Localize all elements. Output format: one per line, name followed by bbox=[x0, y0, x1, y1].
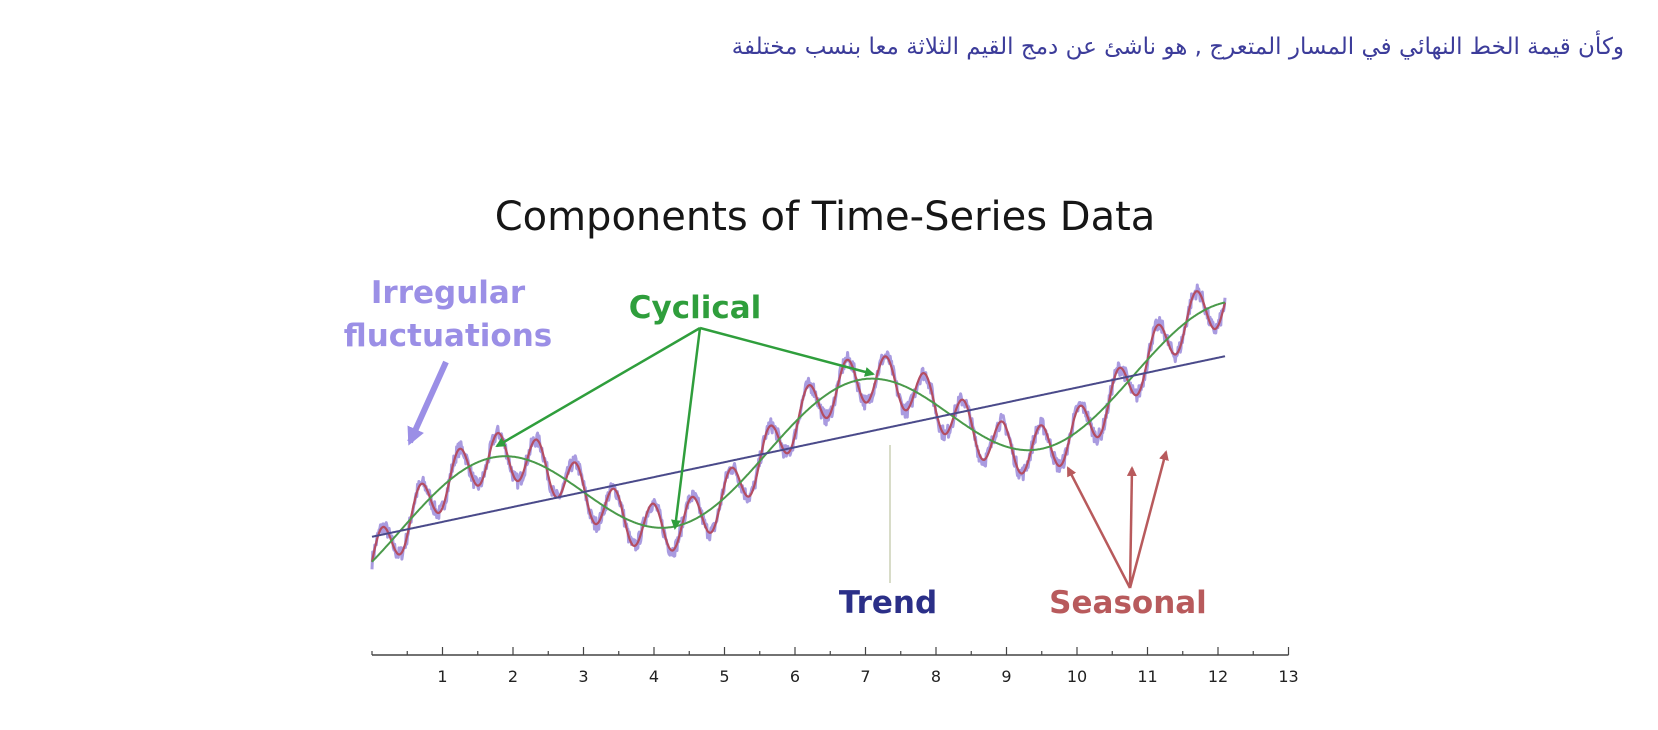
trend-label: Trend bbox=[839, 585, 937, 621]
x-tick-label: 12 bbox=[1208, 667, 1228, 686]
irregular-label-line2: fluctuations bbox=[344, 318, 553, 354]
trend-series-line bbox=[371, 355, 1226, 538]
x-tick-label: 1 bbox=[437, 667, 447, 686]
x-tick-label: 6 bbox=[790, 667, 800, 686]
x-tick-label: 9 bbox=[1001, 667, 1011, 686]
seasonal-arrows bbox=[1066, 450, 1169, 589]
x-tick-label: 10 bbox=[1067, 667, 1087, 686]
seasonal-label: Seasonal bbox=[1049, 585, 1207, 621]
x-tick-label: 8 bbox=[931, 667, 941, 686]
x-axis: 1 2 3 4 5 6 7 8 9 10 11 12 13 bbox=[371, 647, 1299, 686]
cyclical-series-line bbox=[371, 301, 1226, 563]
x-tick-label: 3 bbox=[578, 667, 588, 686]
irregular-arrow bbox=[407, 360, 449, 446]
cyclical-label: Cyclical bbox=[629, 290, 762, 326]
irregular-label-line1: Irregular bbox=[371, 275, 526, 311]
series-layer bbox=[370, 283, 1227, 570]
x-tick-label: 4 bbox=[649, 667, 659, 686]
arabic-caption: وكأن قيمة الخط النهائي في المسار المتعرج… bbox=[731, 34, 1624, 60]
x-tick-label: 2 bbox=[508, 667, 518, 686]
x-tick-label: 13 bbox=[1278, 667, 1298, 686]
x-tick-label: 11 bbox=[1137, 667, 1157, 686]
cyclical-arrows bbox=[495, 326, 875, 530]
chart-title: Components of Time-Series Data bbox=[495, 194, 1156, 240]
x-tick-label: 7 bbox=[860, 667, 870, 686]
x-tick-label: 5 bbox=[719, 667, 729, 686]
